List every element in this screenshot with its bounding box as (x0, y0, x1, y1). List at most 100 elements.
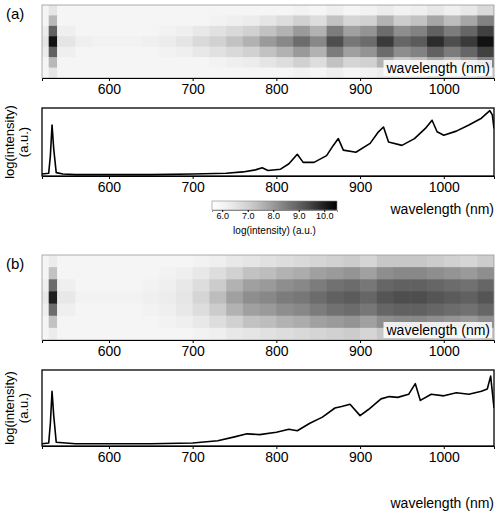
heat-cell (42, 267, 49, 280)
heat-cell (75, 316, 92, 329)
heat-cell (75, 15, 92, 26)
heat-cell (209, 304, 226, 317)
axis-title: wavelength (nm) (390, 495, 495, 511)
heat-cell (226, 57, 243, 68)
heat-cell (394, 15, 411, 26)
heat-cell (410, 279, 427, 292)
heat-cell (92, 279, 109, 292)
heat-cell (276, 15, 293, 26)
heat-cell (293, 47, 310, 58)
heat-cell (343, 47, 360, 58)
plot-area (42, 376, 494, 444)
heat-cell (42, 304, 49, 317)
heat-cell (142, 267, 159, 280)
heat-cell (142, 26, 159, 37)
tick-label: 600 (98, 81, 122, 97)
tick-label: 600 (98, 343, 122, 359)
heat-cell (193, 5, 210, 16)
heat-cell (209, 68, 226, 78)
heat-cell (49, 255, 58, 268)
heat-cell (360, 279, 377, 292)
heat-cell (394, 304, 411, 317)
heat-cell (159, 36, 176, 47)
heat-cell (126, 15, 143, 26)
heat-cell (343, 304, 360, 317)
heat-cell (276, 291, 293, 304)
heat-cell (377, 47, 394, 58)
heat-cell (57, 57, 76, 68)
heat-cell (343, 279, 360, 292)
x-axis: 6007008009001000 (43, 78, 495, 97)
heat-cell (92, 68, 109, 78)
heat-cell (343, 291, 360, 304)
x-axis: 6007008009001000 (43, 176, 495, 195)
tick-label: 800 (265, 179, 289, 195)
heat-cell (327, 255, 344, 268)
tick-label: 10.0 (316, 211, 334, 221)
heat-cell (461, 26, 478, 37)
heat-cell (427, 47, 444, 58)
colorbar-axis: 6.07.08.09.010.0 (213, 210, 338, 221)
heat-cell (126, 47, 143, 58)
heat-cell (310, 328, 327, 340)
heat-cell (360, 328, 377, 340)
tick: 10.0 (316, 210, 334, 221)
heat-cell (293, 57, 310, 68)
heat-cell (226, 36, 243, 47)
heat-cell (226, 291, 243, 304)
label-background (384, 60, 493, 76)
heat-cell (243, 279, 260, 292)
heat-cell (57, 5, 76, 16)
heat-cell (109, 291, 126, 304)
heat-cell (49, 15, 58, 26)
heat-cell (310, 255, 327, 268)
heat-cell (193, 36, 210, 47)
heat-cell (444, 255, 461, 268)
heat-cell (209, 291, 226, 304)
heat-cell (176, 279, 193, 292)
heat-cell (360, 68, 377, 78)
heat-cell (142, 36, 159, 47)
heat-cell (126, 26, 143, 37)
heat-cell (243, 15, 260, 26)
heat-cell (360, 291, 377, 304)
heat-cell (444, 279, 461, 292)
heat-cell (410, 15, 427, 26)
heat-cell (243, 68, 260, 78)
heat-cell (360, 57, 377, 68)
heat-cell (92, 267, 109, 280)
heat-cell (126, 36, 143, 47)
heat-cell (377, 304, 394, 317)
tick: 1000 (429, 446, 460, 465)
heat-cell (293, 328, 310, 340)
heat-cell (159, 291, 176, 304)
tick: 800 (265, 340, 289, 359)
heat-cell (57, 15, 76, 26)
heat-cell (42, 15, 49, 26)
heat-cell (293, 255, 310, 268)
heat-cell (49, 36, 58, 47)
heat-cell (243, 304, 260, 317)
heat-cell (49, 5, 58, 16)
heat-cell (477, 279, 494, 292)
heat-cell (310, 316, 327, 329)
heat-cell (57, 316, 76, 329)
heat-cell (226, 26, 243, 37)
heat-cell (159, 15, 176, 26)
tick-label: 7.0 (242, 211, 255, 221)
heat-cell (176, 5, 193, 16)
heat-cell (343, 26, 360, 37)
heat-cell (276, 279, 293, 292)
heat-cell (461, 255, 478, 268)
heat-cell (477, 47, 494, 58)
heat-cell (142, 279, 159, 292)
heat-cell (142, 316, 159, 329)
heat-cell (209, 15, 226, 26)
plot-background (42, 255, 494, 340)
heat-cell (243, 26, 260, 37)
tick: 900 (349, 446, 373, 465)
tick-label: 9.0 (293, 211, 306, 221)
heat-cell (444, 36, 461, 47)
heat-cell (243, 36, 260, 47)
heat-cell (142, 291, 159, 304)
